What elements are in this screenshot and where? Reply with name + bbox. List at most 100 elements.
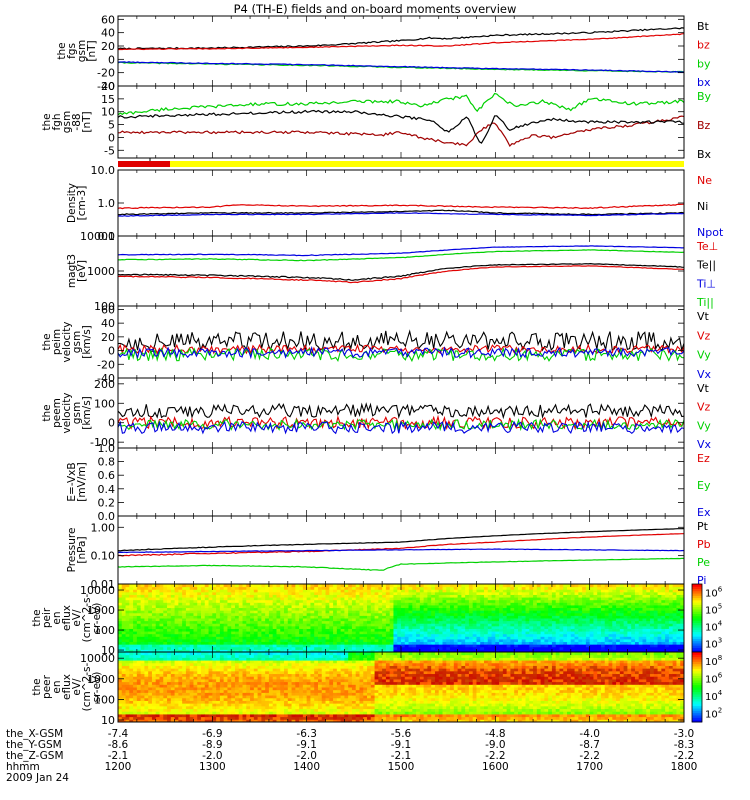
- spectrogram-cell: [672, 631, 677, 635]
- spectrogram-cell: [253, 623, 259, 627]
- spectrogram-cell: [295, 636, 300, 640]
- spectrogram-cell: [484, 649, 489, 653]
- spectrogram-cell: [295, 610, 300, 614]
- spectrogram-cell: [582, 644, 587, 648]
- spectrogram-cell: [133, 623, 138, 627]
- spectrogram-cell: [280, 607, 285, 611]
- spectrogram-cell: [517, 649, 523, 653]
- spectrogram-cell: [480, 594, 485, 598]
- spectrogram-cell: [623, 628, 628, 632]
- spectrogram-cell: [438, 604, 443, 609]
- spectrogram-cell: [329, 597, 334, 601]
- spectrogram-cell: [340, 625, 345, 629]
- spectrogram-cell: [434, 625, 440, 629]
- y-tick-label: 0.2: [98, 496, 116, 509]
- spectrogram-cell: [265, 594, 270, 598]
- spectrogram-cell: [661, 628, 666, 632]
- spectrogram-cell: [533, 644, 538, 648]
- spectrogram-cell: [242, 589, 247, 593]
- spectrogram-cell: [189, 649, 194, 653]
- spectrogram-cell: [121, 589, 127, 593]
- spectrogram-cell: [227, 641, 232, 645]
- spectrogram-cell: [167, 607, 172, 611]
- spectrogram-cell: [302, 615, 308, 619]
- spectrogram-cell: [385, 644, 391, 648]
- spectrogram-cell: [159, 615, 164, 619]
- spectrogram-cell: [468, 597, 474, 601]
- spectrogram-cell: [182, 594, 187, 598]
- spectrogram-cell: [340, 641, 345, 645]
- spectrogram-cell: [234, 620, 240, 624]
- spectrogram-cell: [189, 615, 194, 619]
- y-axis-label-line: [nT]: [86, 40, 98, 61]
- spectrogram-cell: [457, 623, 462, 627]
- spectrogram-cell: [295, 599, 300, 603]
- spectrogram-cell: [419, 589, 425, 593]
- spectrogram-cell: [517, 610, 523, 614]
- spectrogram-cell: [676, 636, 681, 640]
- spectrogram-cell: [121, 662, 127, 666]
- spectrogram-cell: [434, 591, 440, 595]
- spectrogram-cell: [167, 584, 172, 588]
- spectrogram-cell: [174, 610, 179, 614]
- spectrogram-cell: [336, 625, 342, 629]
- spectrogram-cell: [280, 612, 285, 616]
- spectrogram-cell: [370, 625, 376, 629]
- spectrogram-cell: [604, 644, 610, 648]
- spectrogram-cell: [665, 631, 670, 635]
- spectrogram-cell: [393, 586, 398, 590]
- spectrogram-cell: [136, 681, 142, 685]
- spectrogram-cell: [438, 597, 443, 601]
- spectrogram-cell: [525, 604, 530, 609]
- spectrogram-cell: [453, 610, 459, 614]
- spectrogram-cell: [344, 607, 349, 611]
- spectrogram-cell: [597, 644, 602, 648]
- spectrogram-cell: [517, 623, 523, 627]
- spectrogram-cell: [129, 623, 134, 627]
- spectrogram-cell: [631, 649, 636, 653]
- spectrogram-cell: [495, 644, 500, 648]
- spectrogram-cell: [370, 610, 376, 614]
- spectrogram-cell: [367, 646, 372, 650]
- spectrogram-cell: [336, 599, 342, 603]
- spectrogram-cell: [559, 599, 564, 603]
- spectrogram-cell: [317, 625, 323, 629]
- spectrogram-cell: [551, 638, 557, 643]
- spectrogram-cell: [465, 591, 470, 595]
- colorbar-swatch: [692, 606, 702, 610]
- spectrogram-cell: [427, 628, 432, 632]
- spectrogram-cell: [133, 713, 138, 718]
- spectrogram-cell: [272, 607, 277, 611]
- spectrogram-cell: [261, 584, 266, 588]
- spectrogram-cell: [321, 612, 327, 616]
- spectrogram-cell: [650, 646, 655, 650]
- spectrogram-cell: [555, 646, 560, 650]
- spectrogram-cell: [442, 597, 447, 601]
- spectrogram-cell: [302, 620, 308, 624]
- spectrogram-cell: [446, 625, 451, 629]
- spectrogram-cell: [446, 597, 451, 601]
- spectrogram-cell: [314, 607, 319, 611]
- spectrogram-cell: [231, 644, 236, 648]
- spectrogram-cell: [268, 615, 274, 619]
- spectrogram-cell: [197, 649, 202, 653]
- spectrogram-cell: [468, 604, 474, 609]
- spectrogram-cell: [317, 628, 323, 632]
- spectrogram-cell: [159, 623, 164, 627]
- y-tick-label: 20: [101, 80, 115, 93]
- spectrogram-cell: [125, 594, 130, 598]
- spectrogram-cell: [623, 591, 628, 595]
- spectrogram-cell: [257, 610, 262, 614]
- spectrogram-cell: [401, 631, 406, 635]
- spectrogram-cell: [148, 678, 153, 683]
- spectrogram-cell: [370, 602, 376, 606]
- spectrogram-cell: [144, 703, 149, 707]
- y-tick-label: 100: [94, 300, 115, 313]
- spectrogram-cell: [374, 636, 379, 640]
- spectrogram-cell: [525, 589, 530, 593]
- y-axis-label-line: gsm: [71, 331, 83, 353]
- legend-item: Vy: [697, 349, 711, 362]
- spectrogram-cell: [604, 636, 610, 640]
- spectrogram-cell: [148, 713, 153, 718]
